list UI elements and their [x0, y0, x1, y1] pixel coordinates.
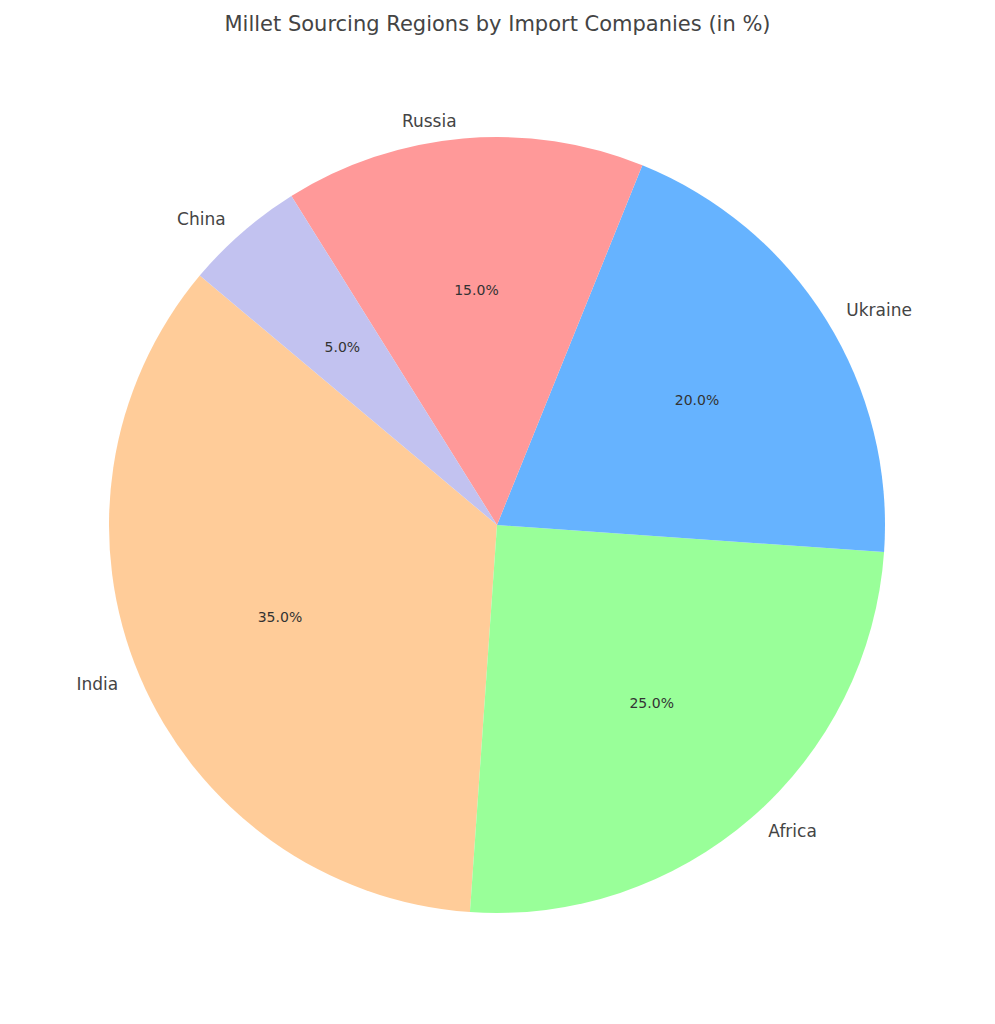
svg-text:5.0%: 5.0%	[325, 339, 361, 355]
svg-text:Africa: Africa	[768, 821, 817, 841]
svg-text:India: India	[77, 674, 119, 694]
svg-text:25.0%: 25.0%	[629, 695, 673, 711]
svg-text:China: China	[177, 209, 226, 229]
svg-text:Ukraine: Ukraine	[846, 300, 912, 320]
svg-text:20.0%: 20.0%	[675, 392, 719, 408]
svg-text:Russia: Russia	[402, 111, 457, 131]
svg-text:35.0%: 35.0%	[258, 609, 302, 625]
svg-text:15.0%: 15.0%	[454, 282, 498, 298]
svg-text:Millet Sourcing Regions by Imp: Millet Sourcing Regions by Import Compan…	[224, 12, 770, 36]
